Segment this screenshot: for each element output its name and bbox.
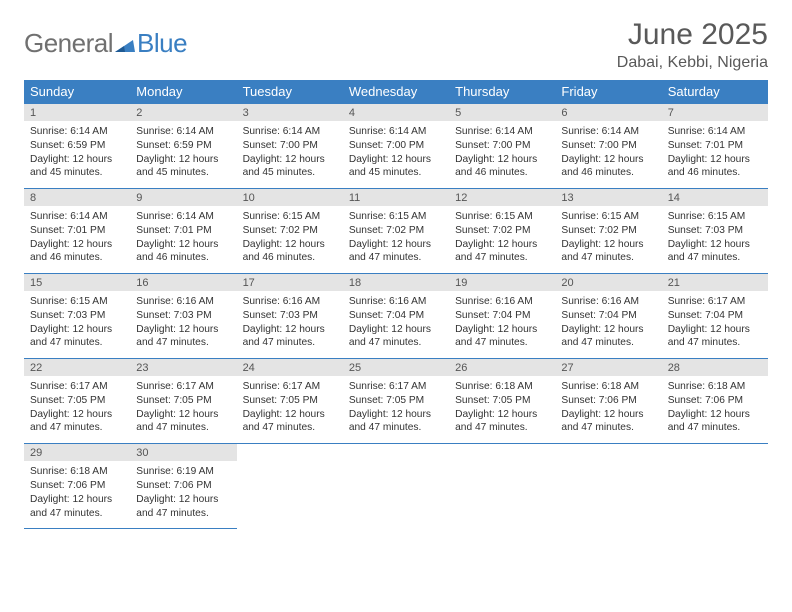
day-number-cell: 14 — [662, 189, 768, 207]
dow-saturday: Saturday — [662, 80, 768, 104]
day-detail-cell: Sunrise: 6:14 AMSunset: 7:01 PMDaylight:… — [662, 121, 768, 189]
day-detail-cell: Sunrise: 6:15 AMSunset: 7:03 PMDaylight:… — [24, 291, 130, 359]
daynum-row: 2930 — [24, 444, 768, 462]
day-number-cell: 1 — [24, 104, 130, 122]
day-detail-cell: Sunrise: 6:14 AMSunset: 7:00 PMDaylight:… — [343, 121, 449, 189]
day-number-cell: 5 — [449, 104, 555, 122]
dow-sunday: Sunday — [24, 80, 130, 104]
day-detail-cell: Sunrise: 6:17 AMSunset: 7:05 PMDaylight:… — [24, 376, 130, 444]
day-detail-cell: Sunrise: 6:14 AMSunset: 7:00 PMDaylight:… — [555, 121, 661, 189]
location-text: Dabai, Kebbi, Nigeria — [617, 54, 768, 72]
header: General Blue June 2025 Dabai, Kebbi, Nig… — [24, 18, 768, 72]
day-number-cell: 26 — [449, 359, 555, 377]
calendar-body: 1234567Sunrise: 6:14 AMSunset: 6:59 PMDa… — [24, 104, 768, 529]
day-detail-cell — [449, 461, 555, 529]
day-number-cell: 7 — [662, 104, 768, 122]
brand-part1: General — [24, 28, 113, 59]
day-detail-cell: Sunrise: 6:16 AMSunset: 7:04 PMDaylight:… — [343, 291, 449, 359]
day-detail-cell: Sunrise: 6:19 AMSunset: 7:06 PMDaylight:… — [130, 461, 236, 529]
day-detail-cell: Sunrise: 6:18 AMSunset: 7:06 PMDaylight:… — [555, 376, 661, 444]
day-number-cell: 28 — [662, 359, 768, 377]
day-number-cell: 15 — [24, 274, 130, 292]
day-detail-cell — [343, 461, 449, 529]
day-detail-cell: Sunrise: 6:18 AMSunset: 7:05 PMDaylight:… — [449, 376, 555, 444]
day-detail-cell — [662, 461, 768, 529]
day-number-cell: 25 — [343, 359, 449, 377]
day-number-cell — [555, 444, 661, 462]
dow-friday: Friday — [555, 80, 661, 104]
detail-row: Sunrise: 6:14 AMSunset: 7:01 PMDaylight:… — [24, 206, 768, 274]
dow-thursday: Thursday — [449, 80, 555, 104]
day-detail-cell: Sunrise: 6:14 AMSunset: 6:59 PMDaylight:… — [130, 121, 236, 189]
title-block: June 2025 Dabai, Kebbi, Nigeria — [617, 18, 768, 72]
day-number-cell — [343, 444, 449, 462]
day-number-cell: 23 — [130, 359, 236, 377]
detail-row: Sunrise: 6:18 AMSunset: 7:06 PMDaylight:… — [24, 461, 768, 529]
day-detail-cell: Sunrise: 6:15 AMSunset: 7:02 PMDaylight:… — [237, 206, 343, 274]
day-number-cell: 4 — [343, 104, 449, 122]
day-detail-cell: Sunrise: 6:16 AMSunset: 7:03 PMDaylight:… — [130, 291, 236, 359]
day-detail-cell: Sunrise: 6:14 AMSunset: 6:59 PMDaylight:… — [24, 121, 130, 189]
day-number-cell: 20 — [555, 274, 661, 292]
day-number-cell: 11 — [343, 189, 449, 207]
day-detail-cell: Sunrise: 6:14 AMSunset: 7:00 PMDaylight:… — [237, 121, 343, 189]
detail-row: Sunrise: 6:17 AMSunset: 7:05 PMDaylight:… — [24, 376, 768, 444]
day-detail-cell: Sunrise: 6:14 AMSunset: 7:01 PMDaylight:… — [24, 206, 130, 274]
day-number-cell: 8 — [24, 189, 130, 207]
brand-part2: Blue — [137, 28, 187, 59]
day-number-cell: 3 — [237, 104, 343, 122]
day-number-cell: 27 — [555, 359, 661, 377]
dow-wednesday: Wednesday — [343, 80, 449, 104]
day-detail-cell: Sunrise: 6:17 AMSunset: 7:05 PMDaylight:… — [343, 376, 449, 444]
day-detail-cell: Sunrise: 6:15 AMSunset: 7:02 PMDaylight:… — [449, 206, 555, 274]
day-detail-cell — [237, 461, 343, 529]
day-detail-cell: Sunrise: 6:16 AMSunset: 7:04 PMDaylight:… — [449, 291, 555, 359]
day-number-cell — [662, 444, 768, 462]
day-detail-cell: Sunrise: 6:18 AMSunset: 7:06 PMDaylight:… — [662, 376, 768, 444]
dow-monday: Monday — [130, 80, 236, 104]
day-detail-cell: Sunrise: 6:17 AMSunset: 7:05 PMDaylight:… — [237, 376, 343, 444]
daynum-row: 1234567 — [24, 104, 768, 122]
dow-row: Sunday Monday Tuesday Wednesday Thursday… — [24, 80, 768, 104]
day-number-cell: 19 — [449, 274, 555, 292]
day-number-cell: 16 — [130, 274, 236, 292]
day-detail-cell: Sunrise: 6:16 AMSunset: 7:03 PMDaylight:… — [237, 291, 343, 359]
day-number-cell: 18 — [343, 274, 449, 292]
day-number-cell: 9 — [130, 189, 236, 207]
day-number-cell — [449, 444, 555, 462]
day-detail-cell: Sunrise: 6:17 AMSunset: 7:05 PMDaylight:… — [130, 376, 236, 444]
day-number-cell: 6 — [555, 104, 661, 122]
page-title: June 2025 — [617, 18, 768, 52]
day-number-cell: 24 — [237, 359, 343, 377]
day-number-cell: 10 — [237, 189, 343, 207]
day-detail-cell: Sunrise: 6:18 AMSunset: 7:06 PMDaylight:… — [24, 461, 130, 529]
daynum-row: 15161718192021 — [24, 274, 768, 292]
day-number-cell: 29 — [24, 444, 130, 462]
day-detail-cell — [555, 461, 661, 529]
day-number-cell: 17 — [237, 274, 343, 292]
detail-row: Sunrise: 6:14 AMSunset: 6:59 PMDaylight:… — [24, 121, 768, 189]
brand-logo: General Blue — [24, 18, 187, 59]
day-detail-cell: Sunrise: 6:15 AMSunset: 7:03 PMDaylight:… — [662, 206, 768, 274]
daynum-row: 891011121314 — [24, 189, 768, 207]
day-detail-cell: Sunrise: 6:15 AMSunset: 7:02 PMDaylight:… — [343, 206, 449, 274]
day-number-cell: 2 — [130, 104, 236, 122]
day-detail-cell: Sunrise: 6:16 AMSunset: 7:04 PMDaylight:… — [555, 291, 661, 359]
day-number-cell — [237, 444, 343, 462]
day-number-cell: 22 — [24, 359, 130, 377]
day-detail-cell: Sunrise: 6:14 AMSunset: 7:01 PMDaylight:… — [130, 206, 236, 274]
dow-tuesday: Tuesday — [237, 80, 343, 104]
daynum-row: 22232425262728 — [24, 359, 768, 377]
day-detail-cell: Sunrise: 6:15 AMSunset: 7:02 PMDaylight:… — [555, 206, 661, 274]
calendar-table: Sunday Monday Tuesday Wednesday Thursday… — [24, 80, 768, 529]
day-number-cell: 12 — [449, 189, 555, 207]
day-number-cell: 13 — [555, 189, 661, 207]
day-number-cell: 30 — [130, 444, 236, 462]
sail-icon — [115, 36, 135, 52]
day-number-cell: 21 — [662, 274, 768, 292]
detail-row: Sunrise: 6:15 AMSunset: 7:03 PMDaylight:… — [24, 291, 768, 359]
day-detail-cell: Sunrise: 6:14 AMSunset: 7:00 PMDaylight:… — [449, 121, 555, 189]
day-detail-cell: Sunrise: 6:17 AMSunset: 7:04 PMDaylight:… — [662, 291, 768, 359]
